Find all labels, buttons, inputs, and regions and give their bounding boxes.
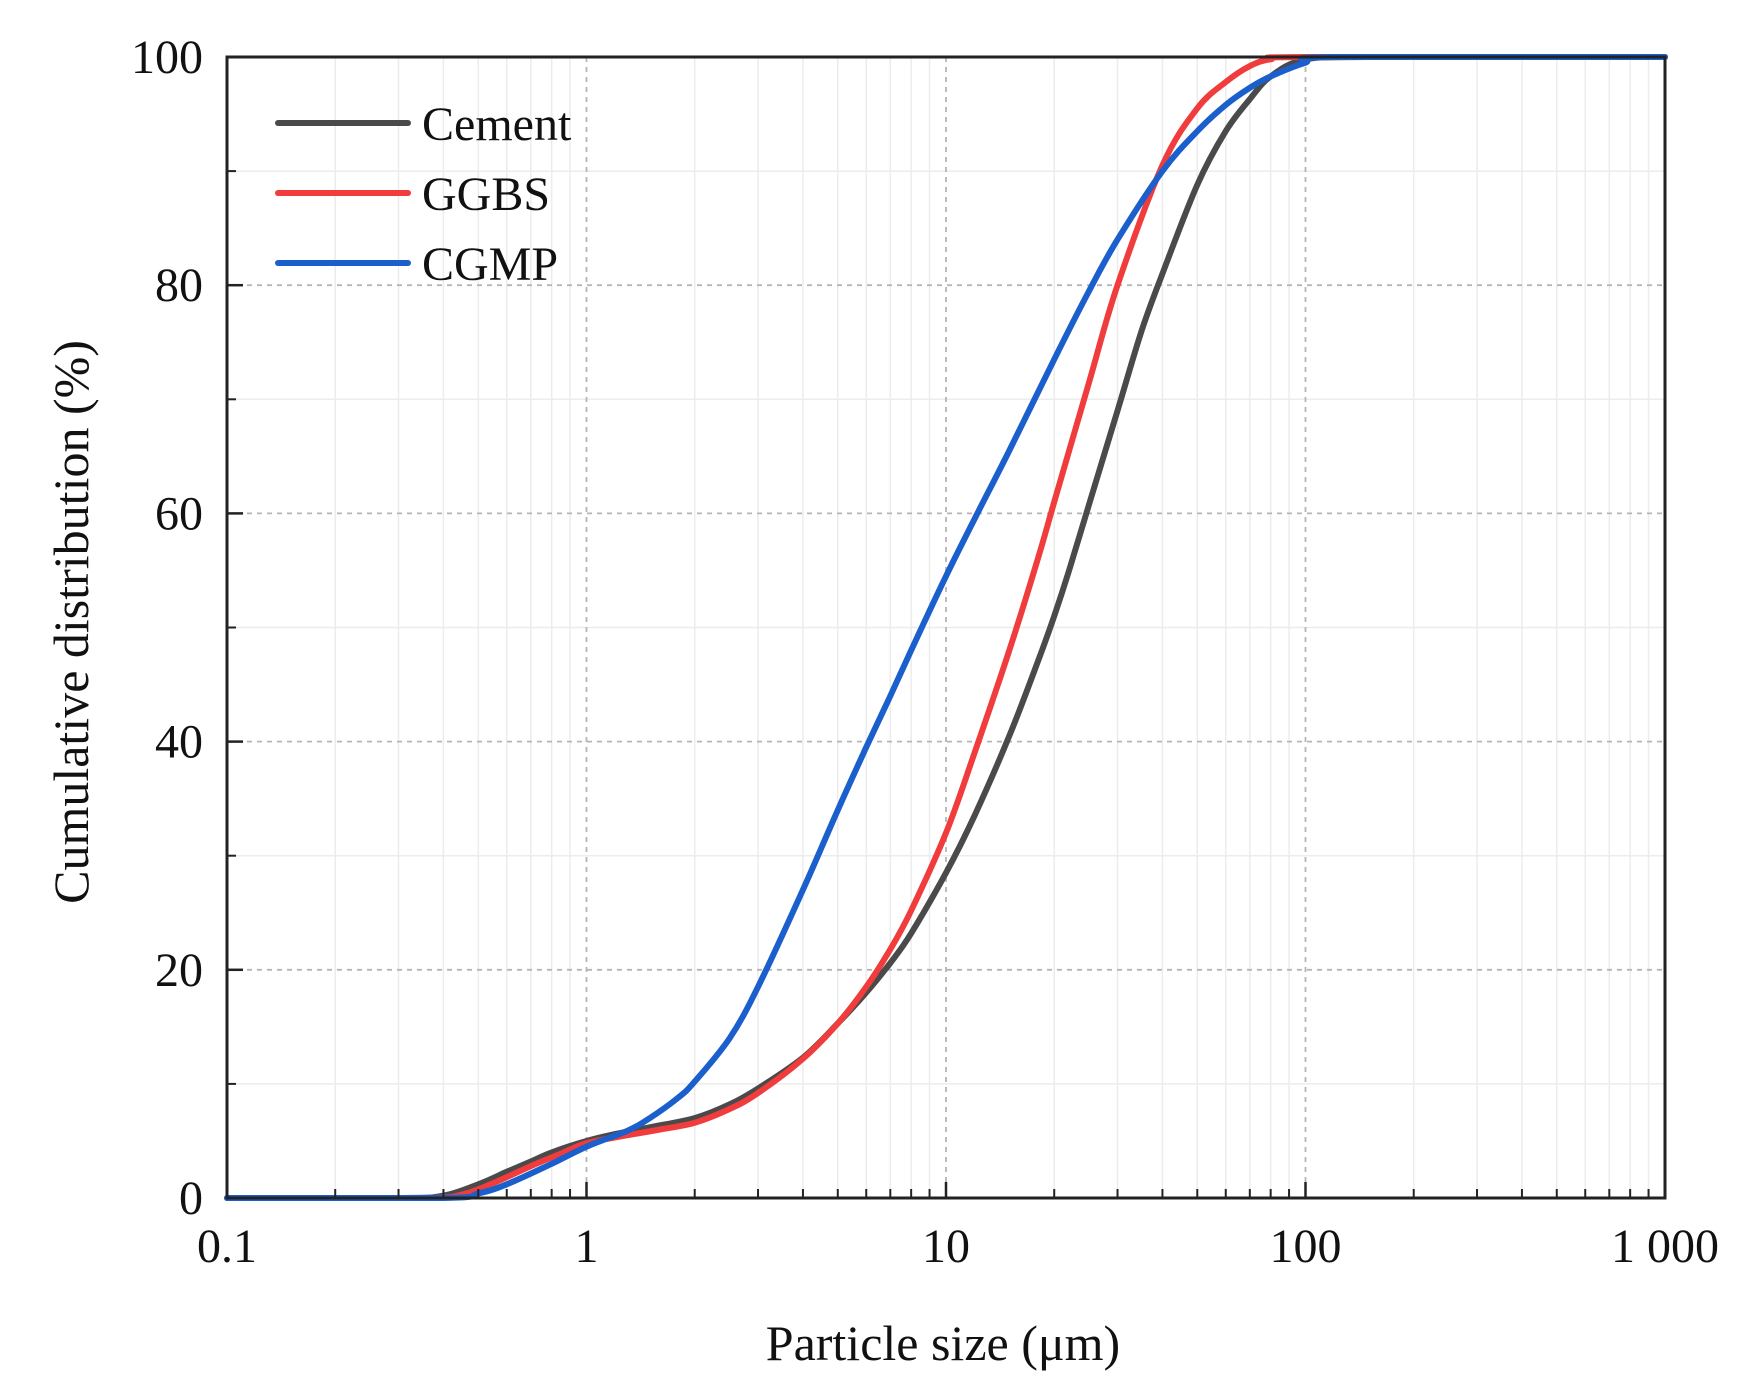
x-tick-label: 1 000 — [1611, 1220, 1719, 1273]
minor-grid — [227, 57, 1665, 1198]
y-axis-title: Cumulative distribution (%) — [43, 340, 99, 904]
axis-tick-labels: 0.1 1 10 100 1 000 0 20 40 60 80 100 — [131, 31, 1719, 1273]
y-tick-label: 100 — [131, 31, 203, 84]
axis-ticks — [225, 55, 1667, 1200]
y-tick-label: 0 — [179, 1172, 203, 1225]
series-line-ggbs — [224, 53, 1668, 1202]
x-tick-label: 0.1 — [197, 1220, 257, 1273]
x-tick-label: 100 — [1270, 1220, 1342, 1273]
y-tick-label: 40 — [155, 716, 203, 769]
series-lines — [224, 53, 1668, 1202]
series-line-cement — [224, 53, 1668, 1202]
legend-label-cement: Cement — [422, 98, 572, 151]
series-line-cgmp — [224, 53, 1668, 1202]
x-tick-label: 10 — [922, 1220, 970, 1273]
x-tick-label: 1 — [575, 1220, 599, 1273]
legend-label-ggbs: GGBS — [422, 168, 550, 221]
legend: Cement GGBS CGMP — [275, 98, 572, 291]
legend-label-cgmp: CGMP — [422, 238, 558, 291]
major-grid — [227, 57, 1665, 1198]
y-tick-label: 20 — [155, 944, 203, 997]
y-tick-label: 80 — [155, 259, 203, 312]
y-tick-label: 60 — [155, 487, 203, 540]
x-axis-title: Particle size (μm) — [766, 1315, 1120, 1371]
